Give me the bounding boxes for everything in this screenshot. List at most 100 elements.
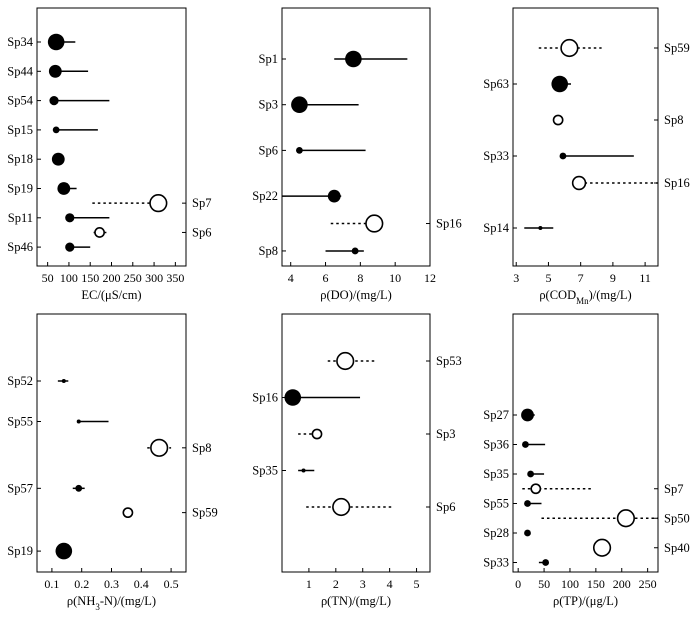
point-sp57: Sp57 bbox=[7, 481, 85, 495]
site-label: Sp6 bbox=[436, 500, 455, 514]
marker-filled bbox=[327, 189, 341, 203]
marker-filled bbox=[291, 96, 308, 113]
site-label: Sp33 bbox=[483, 556, 509, 570]
marker-open bbox=[530, 483, 542, 495]
site-label: Sp34 bbox=[7, 35, 33, 49]
site-label: Sp63 bbox=[483, 77, 509, 91]
point-sp36: Sp36 bbox=[483, 438, 546, 452]
site-label: Sp8 bbox=[259, 244, 278, 258]
point-sp11: Sp11 bbox=[8, 211, 110, 225]
marker-filled bbox=[301, 468, 306, 473]
point-sp22: Sp22 bbox=[252, 189, 342, 203]
x-tick-label: 5 bbox=[414, 577, 420, 591]
site-label: Sp11 bbox=[8, 211, 33, 225]
site-label: Sp33 bbox=[483, 149, 509, 163]
marker-open bbox=[336, 351, 355, 371]
x-tick-label: 150 bbox=[81, 271, 99, 285]
marker-open bbox=[560, 38, 579, 58]
panel-nh3: 0.1 0.2 0.3 0.4 0.5 ρ(NH3-N)/(mg/L) Sp52 Sp55 Sp… bbox=[7, 313, 218, 612]
site-label: Sp59 bbox=[664, 41, 690, 55]
point-sp8: Sp8 bbox=[552, 113, 683, 127]
x-tick-label: 11 bbox=[639, 271, 651, 285]
plot-frame bbox=[512, 7, 659, 267]
site-label: Sp55 bbox=[483, 497, 509, 511]
site-label: Sp8 bbox=[664, 113, 683, 127]
site-label: Sp18 bbox=[7, 152, 33, 166]
plot-frame bbox=[281, 313, 431, 573]
marker-filled bbox=[48, 64, 62, 78]
site-label: Sp3 bbox=[259, 98, 278, 112]
x-tick-label: 150 bbox=[587, 577, 605, 591]
x-tick-label: 200 bbox=[103, 271, 121, 285]
site-label: Sp35 bbox=[252, 464, 278, 478]
point-sp55: Sp55 bbox=[7, 415, 109, 429]
x-axis-title: ρ(CODMn)/(mg/L) bbox=[539, 288, 631, 306]
marker-open bbox=[616, 509, 635, 528]
x-tick-label: 3 bbox=[513, 271, 519, 285]
point-sp27: Sp27 bbox=[483, 408, 535, 422]
panel-cod: 3 5 7 9 11 ρ(CODMn)/(mg/L) Sp59 Sp63 Sp8 Sp33 Sp16… bbox=[483, 7, 690, 306]
site-label: Sp52 bbox=[7, 374, 33, 388]
marker-filled bbox=[47, 33, 65, 51]
point-sp40: Sp40 bbox=[592, 538, 690, 557]
x-tick-label: 0.1 bbox=[44, 577, 59, 591]
x-tick-label: 6 bbox=[323, 271, 329, 285]
point-sp7: Sp7 bbox=[92, 194, 211, 213]
x-tick-label: 0.5 bbox=[164, 577, 179, 591]
point-sp50: Sp50 bbox=[541, 509, 690, 528]
x-tick-label: 10 bbox=[389, 271, 401, 285]
x-tick-label: 50 bbox=[538, 577, 550, 591]
point-sp35: Sp35 bbox=[483, 467, 545, 481]
marker-filled bbox=[61, 379, 66, 383]
marker-filled bbox=[521, 408, 534, 422]
marker-filled bbox=[538, 226, 543, 230]
site-label: Sp27 bbox=[483, 408, 509, 422]
point-sp35: Sp35 bbox=[252, 464, 315, 478]
x-tick-label: 0.3 bbox=[104, 577, 119, 591]
marker-open bbox=[311, 428, 323, 440]
site-label: Sp16 bbox=[436, 217, 462, 231]
point-sp18: Sp18 bbox=[7, 152, 65, 166]
marker-filled bbox=[284, 389, 302, 406]
x-tick-label: 350 bbox=[166, 271, 184, 285]
site-label: Sp35 bbox=[483, 467, 509, 481]
site-label: Sp53 bbox=[436, 354, 462, 368]
marker-open bbox=[571, 175, 587, 191]
x-tick-label: 5 bbox=[545, 271, 551, 285]
point-sp3: Sp3 bbox=[259, 96, 359, 113]
point-sp54: Sp54 bbox=[7, 94, 110, 108]
marker-open bbox=[592, 538, 612, 557]
point-sp19: Sp19 bbox=[7, 182, 77, 196]
marker-filled bbox=[551, 75, 569, 93]
marker-open bbox=[149, 194, 168, 213]
site-label: Sp1 bbox=[259, 52, 278, 66]
panel-ec: 50 100 150 200 250 300 350 EC/(μS/cm) Sp34 Sp44 Sp… bbox=[7, 7, 211, 302]
point-sp14: Sp14 bbox=[483, 221, 554, 235]
marker-filled bbox=[51, 152, 65, 166]
marker-filled bbox=[65, 242, 75, 252]
point-sp33: Sp33 bbox=[483, 556, 550, 570]
site-label: Sp57 bbox=[7, 481, 33, 495]
marker-open bbox=[94, 227, 105, 238]
x-tick-label: 200 bbox=[613, 577, 631, 591]
site-label: Sp22 bbox=[252, 189, 278, 203]
point-sp46: Sp46 bbox=[7, 240, 91, 254]
marker-filled bbox=[345, 50, 362, 68]
marker-filled bbox=[542, 559, 550, 566]
point-sp15: Sp15 bbox=[7, 123, 98, 137]
site-label: Sp46 bbox=[7, 240, 33, 254]
point-sp16: Sp16 bbox=[571, 175, 690, 191]
x-tick-label: 0.2 bbox=[74, 577, 89, 591]
point-sp33: Sp33 bbox=[483, 149, 634, 163]
marker-filled bbox=[527, 470, 535, 478]
marker-filled bbox=[522, 441, 529, 448]
x-tick-label: 0.4 bbox=[134, 577, 149, 591]
point-sp59: Sp59 bbox=[122, 506, 218, 520]
point-sp53: Sp53 bbox=[327, 351, 462, 371]
x-tick-label: 4 bbox=[288, 271, 294, 285]
point-sp16: Sp16 bbox=[330, 214, 462, 233]
x-tick-label: 50 bbox=[42, 271, 54, 285]
marker-filled bbox=[296, 147, 303, 154]
marker-filled bbox=[57, 182, 71, 195]
marker-open bbox=[332, 497, 351, 517]
